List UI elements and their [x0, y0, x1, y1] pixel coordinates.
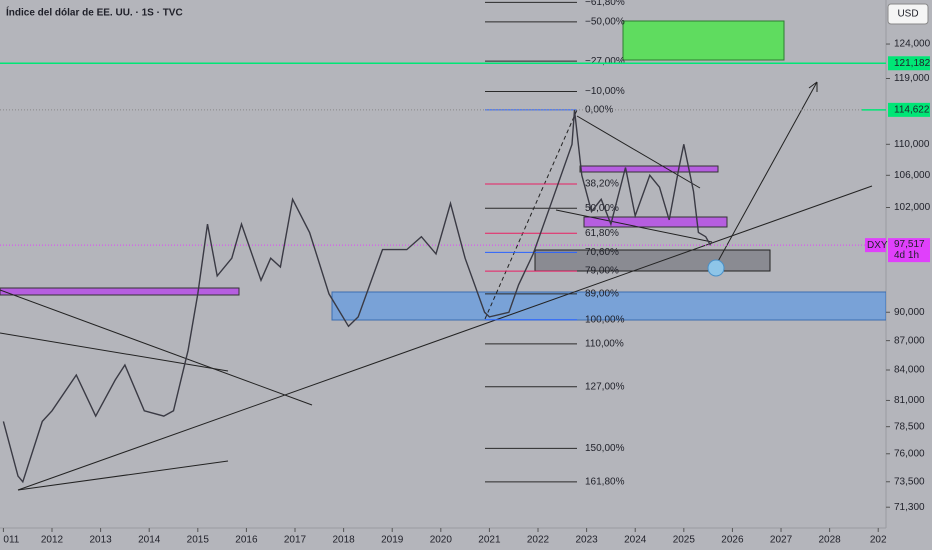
- x-tick-label: 202: [870, 535, 887, 546]
- target-box: [622, 20, 785, 61]
- y-tick-label: 78,500: [894, 421, 925, 432]
- plot-area: −61,80% −50,00% −27,00% −10,00% 0,00% 38,20% 5…: [0, 0, 886, 491]
- fib-label: 150,00%: [585, 443, 625, 454]
- y-tick-label: 73,500: [894, 476, 925, 487]
- trend-line: [17, 460, 229, 491]
- fib-label: −10,00%: [585, 86, 625, 97]
- currency-button[interactable]: [887, 3, 929, 25]
- fib-label: 89,00%: [585, 289, 619, 300]
- trend-line: [576, 115, 701, 189]
- y-tick-label: 76,000: [894, 448, 925, 459]
- fib-label: 127,00%: [585, 381, 625, 392]
- x-tick-label: 2015: [187, 535, 210, 546]
- fib-label: 100,00%: [585, 314, 625, 325]
- x-tick-label: 2026: [721, 535, 744, 546]
- zone-box: [579, 165, 719, 173]
- x-tick-label: 2024: [624, 535, 647, 546]
- price-tag: [888, 56, 930, 71]
- x-tick-label: 2023: [575, 535, 598, 546]
- trend-line: [0, 332, 229, 372]
- fib-label: 110,00%: [585, 339, 624, 350]
- x-tick-label: 2014: [138, 535, 161, 546]
- last-price-label: 97,517: [894, 239, 925, 250]
- y-tick-label: 102,000: [894, 202, 931, 213]
- x-tick-label: 2019: [381, 535, 404, 546]
- zone-box: [0, 287, 240, 296]
- zone-box: [534, 249, 771, 272]
- price-tag-label: 121,182: [894, 58, 931, 69]
- fib-label: −61,80%: [585, 0, 625, 8]
- trend-line: [0, 289, 313, 406]
- x-tick-label: 2022: [527, 535, 550, 546]
- currency[interactable]: USD: [897, 9, 918, 20]
- fib-label: 50,00%: [585, 203, 619, 214]
- symbol-label: DXY: [867, 240, 888, 251]
- y-tick-label: 87,000: [894, 335, 925, 346]
- x-tick-label: 2027: [770, 535, 793, 546]
- y-tick-label: 110,000: [894, 139, 930, 150]
- x-tick-label: 2028: [818, 535, 841, 546]
- y-tick-label: 71,300: [894, 502, 925, 513]
- fib-label: 0,00%: [585, 105, 613, 116]
- fib-anchor-line: [484, 109, 578, 320]
- arrow-head: [808, 81, 818, 92]
- fib-label: −50,00%: [585, 17, 625, 28]
- fib-label: 79,00%: [585, 266, 619, 277]
- highlight-circle: [707, 259, 725, 277]
- fib-label: 70,60%: [585, 247, 619, 258]
- fib-label: −27,00%: [585, 56, 625, 67]
- y-tick-label: 90,000: [894, 307, 925, 318]
- x-tick-label: 011: [3, 535, 19, 546]
- x-tick-label: 2013: [89, 535, 112, 546]
- fib-label: 161,80%: [585, 477, 625, 488]
- price-tag-label: 114,622: [894, 105, 930, 116]
- y-tick-label: 119,000: [894, 73, 930, 84]
- y-tick-label: 84,000: [894, 365, 925, 376]
- fib-label: 38,20%: [585, 179, 619, 190]
- x-tick-label: 2021: [478, 535, 501, 546]
- price-tag: [888, 102, 930, 117]
- last-price-tag: [888, 238, 930, 263]
- trend-line: [555, 209, 713, 243]
- x-tick-label: 2016: [235, 535, 258, 546]
- y-tick-label: 81,000: [894, 395, 925, 406]
- projection-arrow: [715, 81, 818, 266]
- price-line-series: [2, 109, 712, 484]
- x-tick-label: 2020: [430, 535, 453, 546]
- x-tick-label: 2017: [284, 535, 307, 546]
- x-tick-label: 2025: [673, 535, 696, 546]
- y-tick-label: 106,000: [894, 170, 931, 181]
- fib-label: 61,80%: [585, 228, 619, 239]
- x-tick-label: 2018: [332, 535, 355, 546]
- chart-title: Índice del dólar de EE. UU. · 1S · TVC: [6, 6, 183, 19]
- zone-box: [583, 216, 728, 228]
- symbol-tag: [865, 238, 886, 253]
- countdown: 4d 1h: [894, 250, 919, 261]
- y-tick-label: 124,000: [894, 39, 931, 50]
- x-tick-label: 2012: [41, 535, 64, 546]
- support-zone: [331, 291, 886, 321]
- trend-line: [17, 185, 873, 491]
